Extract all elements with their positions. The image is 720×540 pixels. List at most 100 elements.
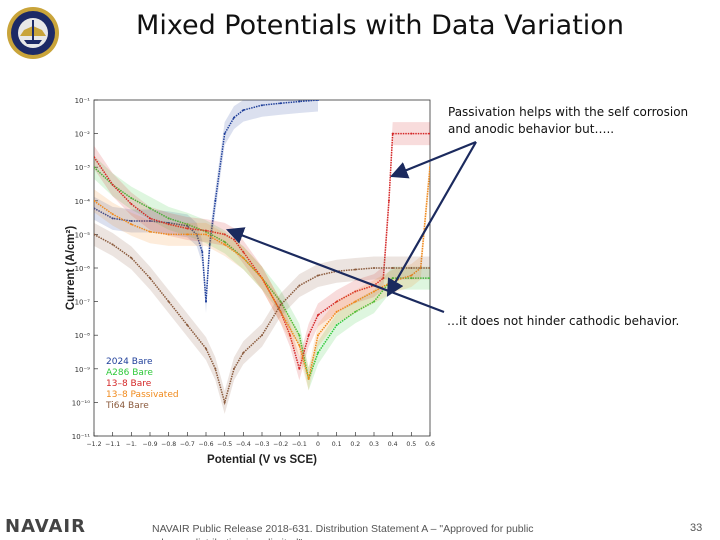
data-point-13-8-passivated bbox=[354, 300, 357, 303]
data-point-13-8-bare bbox=[307, 334, 310, 337]
page-number: 33 bbox=[690, 522, 703, 534]
data-point-13-8-passivated bbox=[149, 230, 151, 233]
data-point-2024-bare bbox=[186, 224, 189, 227]
x-tick-label: −0.1 bbox=[292, 441, 307, 448]
legend-entry: 13–8 Passivated bbox=[106, 390, 179, 400]
data-point-13-8-passivated bbox=[242, 256, 245, 259]
y-tick-label: 10⁻⁶ bbox=[75, 265, 91, 273]
data-point-ti64-bare bbox=[317, 274, 319, 277]
data-point-13-8-passivated bbox=[261, 277, 263, 280]
data-point-ti64-bare bbox=[233, 367, 235, 370]
legend-entry: A286 Bare bbox=[106, 368, 153, 378]
slide-title: Mixed Potentials with Data Variation bbox=[136, 10, 624, 41]
data-point-ti64-bare bbox=[429, 267, 430, 269]
data-point-ti64-bare bbox=[261, 334, 263, 337]
legend-entry: 2024 Bare bbox=[106, 357, 153, 367]
y-tick-label: 10⁻⁷ bbox=[75, 299, 91, 307]
data-point-13-8-bare bbox=[317, 313, 319, 316]
data-point-2024-bare bbox=[130, 220, 133, 223]
x-tick-label: −1.1 bbox=[105, 441, 120, 448]
data-point-a286-bare bbox=[186, 223, 189, 226]
data-point-13-8-passivated bbox=[167, 233, 170, 236]
data-point-2024-bare bbox=[317, 100, 319, 101]
legend-entry: 13–8 Bare bbox=[106, 379, 152, 389]
series-line-a286-bare bbox=[94, 166, 430, 382]
data-point-ti64-bare bbox=[130, 256, 133, 259]
data-point-ti64-bare bbox=[167, 300, 170, 303]
data-point-13-8-passivated bbox=[186, 233, 189, 236]
data-point-2024-bare bbox=[233, 116, 235, 119]
data-point-a286-bare bbox=[149, 207, 151, 210]
data-point-2024-bare bbox=[261, 104, 263, 107]
data-point-2024-bare bbox=[94, 207, 95, 210]
y-tick-label: 10⁻⁵ bbox=[75, 231, 91, 239]
data-point-13-8-passivated bbox=[223, 243, 226, 246]
data-point-13-8-passivated bbox=[429, 166, 430, 169]
x-tick-label: 0.6 bbox=[425, 441, 435, 448]
data-point-2024-bare bbox=[242, 109, 245, 112]
data-point-2024-bare bbox=[205, 300, 207, 303]
data-point-ti64-bare bbox=[242, 351, 245, 354]
data-point-13-8-bare bbox=[387, 199, 390, 202]
data-point-ti64-bare bbox=[335, 270, 338, 273]
data-point-13-8-bare bbox=[289, 334, 291, 337]
data-point-13-8-bare bbox=[223, 233, 226, 236]
data-point-ti64-bare bbox=[214, 367, 217, 370]
y-tick-label: 10⁻¹⁰ bbox=[72, 399, 90, 407]
annotation-cathodic: …it does not hinder cathodic behavior. bbox=[447, 314, 680, 328]
x-tick-label: 0.4 bbox=[388, 441, 398, 448]
data-point-ti64-bare bbox=[223, 401, 226, 404]
data-point-13-8-passivated bbox=[130, 223, 133, 226]
data-point-a286-bare bbox=[335, 324, 338, 327]
data-point-13-8-passivated bbox=[94, 199, 95, 202]
x-tick-label: 0.3 bbox=[369, 441, 379, 448]
y-tick-label: 10⁻⁹ bbox=[75, 366, 91, 374]
data-point-a286-bare bbox=[317, 351, 319, 354]
x-tick-label: −1.2 bbox=[86, 441, 101, 448]
x-tick-label: 0 bbox=[316, 441, 320, 448]
data-point-13-8-passivated bbox=[335, 310, 338, 313]
data-point-ti64-bare bbox=[391, 267, 394, 269]
data-point-13-8-passivated bbox=[298, 344, 301, 347]
y-tick-label: 10⁻⁴ bbox=[75, 198, 91, 206]
x-tick-label: 0.1 bbox=[332, 441, 342, 448]
data-point-ti64-bare bbox=[279, 303, 282, 306]
x-tick-label: −1. bbox=[126, 441, 137, 448]
data-point-a286-bare bbox=[298, 334, 301, 337]
x-tick-label: −0.3 bbox=[254, 441, 269, 448]
data-point-13-8-bare bbox=[111, 183, 114, 186]
data-point-13-8-bare bbox=[205, 229, 207, 232]
data-point-13-8-passivated bbox=[391, 280, 394, 283]
y-axis-label: Current (A/cm²) bbox=[65, 226, 77, 311]
series-line-2024-bare bbox=[94, 100, 319, 302]
data-point-ti64-bare bbox=[205, 347, 207, 350]
x-tick-label: −0.9 bbox=[142, 441, 157, 448]
data-point-2024-bare bbox=[111, 217, 114, 220]
y-tick-label: 10⁻⁸ bbox=[75, 332, 91, 340]
x-tick-label: −0.8 bbox=[161, 441, 176, 448]
data-point-13-8-bare bbox=[298, 367, 301, 370]
y-tick-label: 10⁻² bbox=[75, 131, 91, 139]
data-point-2024-bare bbox=[223, 132, 226, 135]
data-point-13-8-passivated bbox=[373, 290, 375, 293]
data-point-13-8-passivated bbox=[307, 377, 310, 380]
data-point-a286-bare bbox=[94, 166, 95, 169]
data-point-ti64-bare bbox=[354, 268, 357, 271]
x-axis-label: Potential (V vs SCE) bbox=[207, 454, 317, 466]
data-point-13-8-bare bbox=[429, 132, 430, 135]
y-tick-label: 10⁻¹ bbox=[75, 97, 91, 105]
data-point-13-8-bare bbox=[167, 223, 170, 226]
data-point-ti64-bare bbox=[149, 277, 151, 280]
footer-release-text: NAVAIR Public Release 2018-631. Distribu… bbox=[152, 523, 534, 540]
polarization-chart: 10⁻¹ 10⁻² 10⁻³ 10⁻⁴ 10⁻⁵ 10⁻⁶ 10⁻⁷ 10⁻⁸ 10⁻⁹ 10⁻¹… bbox=[65, 97, 435, 466]
data-point-2024-bare bbox=[201, 250, 204, 253]
x-tick-label: −0.4 bbox=[236, 441, 251, 448]
x-tick-label: −0.7 bbox=[180, 441, 195, 448]
data-point-13-8-passivated bbox=[111, 213, 114, 216]
data-point-a286-bare bbox=[130, 197, 133, 200]
data-point-13-8-bare bbox=[410, 132, 413, 135]
data-point-13-8-passivated bbox=[317, 334, 319, 337]
x-tick-label: −0.6 bbox=[198, 441, 213, 448]
annotation-passivation: Passivation helps with the self corrosio… bbox=[448, 105, 689, 136]
data-point-2024-bare bbox=[279, 102, 282, 105]
